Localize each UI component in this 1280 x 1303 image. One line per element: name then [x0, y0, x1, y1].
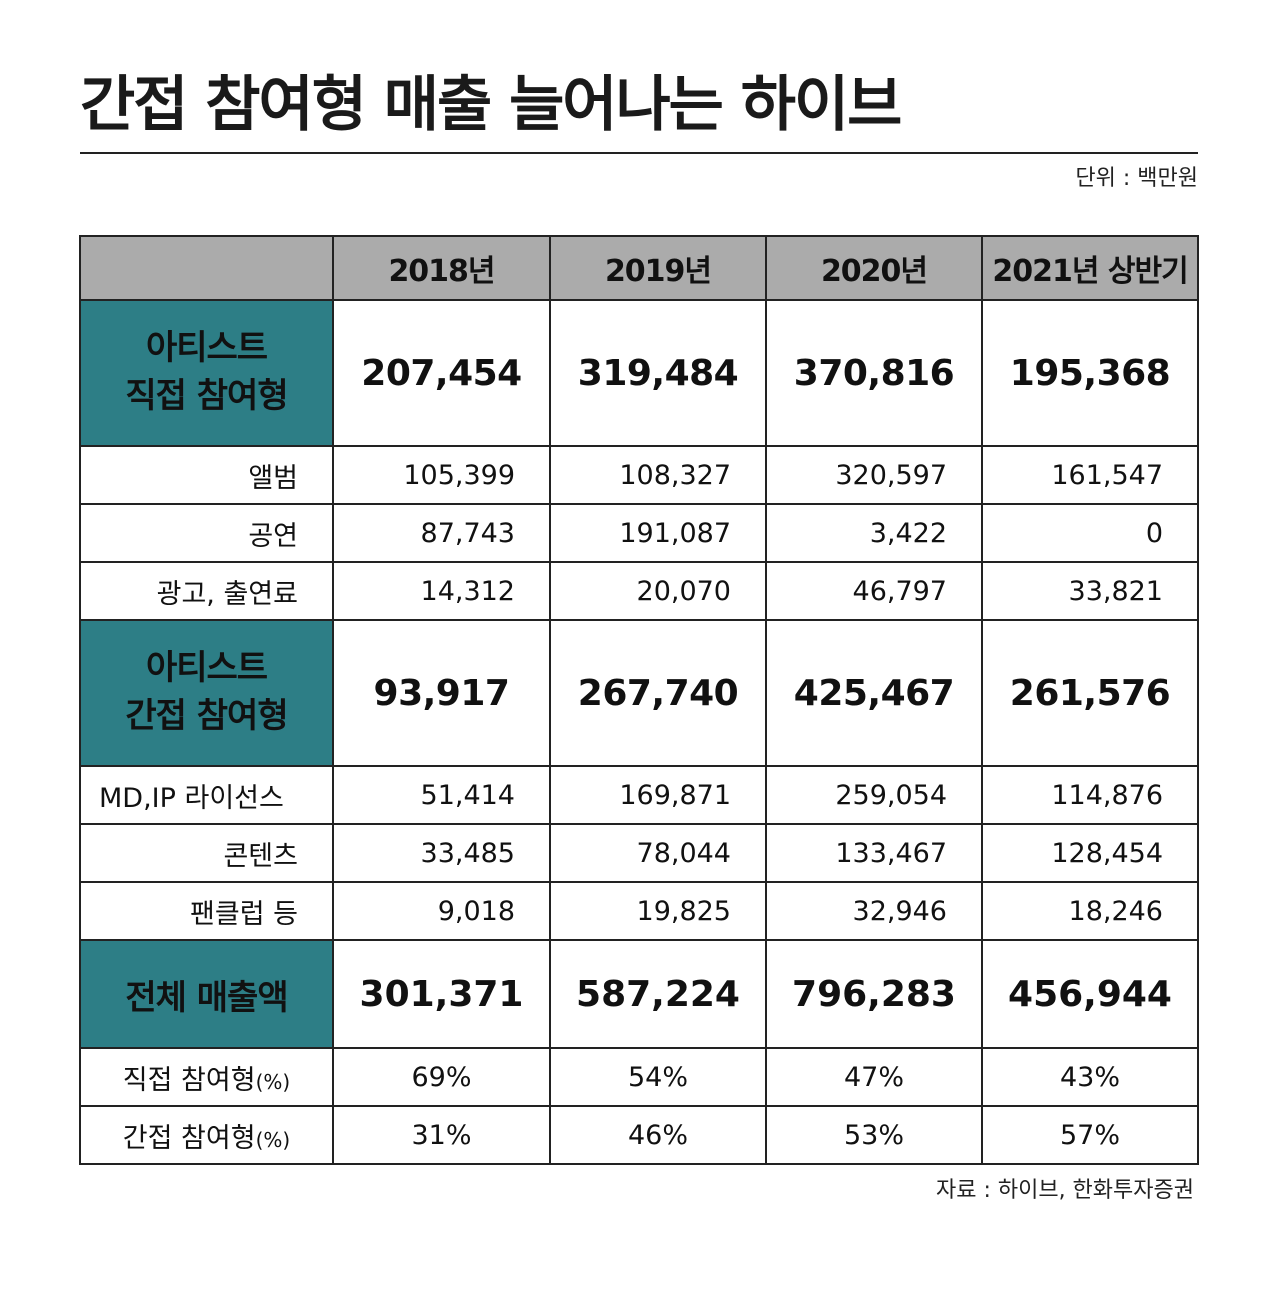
table-cell: 14,312: [332, 561, 551, 621]
row-label: 광고, 출연료: [79, 561, 334, 621]
table-row: MD,IP 라이선스 51,414 169,871 259,054 114,87…: [79, 765, 1199, 825]
table-cell: 207,454: [332, 299, 551, 447]
category-label: 전체 매출액: [79, 939, 334, 1049]
row-label: 콘텐츠: [79, 823, 334, 883]
direct-total-row: 아티스트 직접 참여형 207,454 319,484 370,816 195,…: [79, 299, 1199, 447]
table-cell: 319,484: [549, 299, 767, 447]
table-cell: 33,485: [332, 823, 551, 883]
table-cell: 33,821: [981, 561, 1199, 621]
table-cell: 796,283: [765, 939, 983, 1049]
table-row: 콘텐츠 33,485 78,044 133,467 128,454: [79, 823, 1199, 883]
table-cell: 54%: [549, 1047, 767, 1107]
row-label: 앨범: [79, 445, 334, 505]
column-header: 2018년: [332, 235, 551, 301]
table-cell: 3,422: [765, 503, 983, 563]
table-row: 직접 참여형(%) 69% 54% 47% 43%: [79, 1047, 1199, 1107]
table-cell: 57%: [981, 1105, 1199, 1165]
header-corner-cell: [79, 235, 334, 301]
row-label-text: 직접 참여형: [122, 1064, 256, 1096]
row-label-text: 간접 참여형: [122, 1122, 256, 1154]
table-cell: 31%: [332, 1105, 551, 1165]
category-label-line: 직접 참여형: [125, 376, 288, 416]
table-cell: 114,876: [981, 765, 1199, 825]
table-cell: 169,871: [549, 765, 767, 825]
column-header: 2021년 상반기: [981, 235, 1199, 301]
category-label-line: 아티스트: [145, 328, 268, 369]
table-cell: 105,399: [332, 445, 551, 505]
table-cell: 69%: [332, 1047, 551, 1107]
table-cell: 108,327: [549, 445, 767, 505]
table-cell: 47%: [765, 1047, 983, 1107]
table-row: 광고, 출연료 14,312 20,070 46,797 33,821: [79, 561, 1199, 621]
table-cell: 267,740: [549, 619, 767, 767]
row-label: MD,IP 라이선스: [79, 765, 334, 825]
revenue-table: 2018년 2019년 2020년 2021년 상반기 아티스트 직접 참여형 …: [79, 235, 1199, 1165]
table-cell: 43%: [981, 1047, 1199, 1107]
category-label-line: 아티스트: [145, 648, 268, 689]
column-header: 2019년: [549, 235, 767, 301]
table-cell: 128,454: [981, 823, 1199, 883]
unit-note: 단위 : 백만원: [1075, 166, 1198, 191]
table-cell: 9,018: [332, 881, 551, 941]
row-label: 간접 참여형(%): [79, 1105, 334, 1165]
table-row: 앨범 105,399 108,327 320,597 161,547: [79, 445, 1199, 505]
row-label: 직접 참여형(%): [79, 1047, 334, 1107]
row-label: 팬클럽 등: [79, 881, 334, 941]
header-row: 2018년 2019년 2020년 2021년 상반기: [79, 235, 1199, 301]
table-cell: 78,044: [549, 823, 767, 883]
table-cell: 133,467: [765, 823, 983, 883]
table-cell: 259,054: [765, 765, 983, 825]
table-cell: 320,597: [765, 445, 983, 505]
table-cell: 20,070: [549, 561, 767, 621]
percent-suffix: (%): [255, 1127, 291, 1152]
percent-suffix: (%): [255, 1069, 291, 1094]
table-cell: 32,946: [765, 881, 983, 941]
category-label-line: 간접 참여형: [125, 696, 288, 736]
table-cell: 425,467: [765, 619, 983, 767]
table-cell: 191,087: [549, 503, 767, 563]
table-row: 공연 87,743 191,087 3,422 0: [79, 503, 1199, 563]
category-label: 아티스트 직접 참여형: [79, 299, 334, 447]
table-cell: 46%: [549, 1105, 767, 1165]
total-revenue-row: 전체 매출액 301,371 587,224 796,283 456,944: [79, 939, 1199, 1049]
column-header: 2020년: [765, 235, 983, 301]
category-label: 아티스트 간접 참여형: [79, 619, 334, 767]
table-cell: 18,246: [981, 881, 1199, 941]
table-cell: 301,371: [332, 939, 551, 1049]
table-cell: 19,825: [549, 881, 767, 941]
title-divider: [80, 152, 1198, 154]
table-cell: 456,944: [981, 939, 1199, 1049]
table-cell: 51,414: [332, 765, 551, 825]
table-cell: 53%: [765, 1105, 983, 1165]
indirect-total-row: 아티스트 간접 참여형 93,917 267,740 425,467 261,5…: [79, 619, 1199, 767]
page-title: 간접 참여형 매출 늘어나는 하이브: [80, 70, 902, 140]
table-cell: 87,743: [332, 503, 551, 563]
table-cell: 195,368: [981, 299, 1199, 447]
table-cell: 370,816: [765, 299, 983, 447]
table-cell: 261,576: [981, 619, 1199, 767]
row-label: 공연: [79, 503, 334, 563]
table-row: 팬클럽 등 9,018 19,825 32,946 18,246: [79, 881, 1199, 941]
table-cell: 161,547: [981, 445, 1199, 505]
table-cell: 46,797: [765, 561, 983, 621]
table-cell: 0: [981, 503, 1199, 563]
table-row: 간접 참여형(%) 31% 46% 53% 57%: [79, 1105, 1199, 1165]
table-cell: 93,917: [332, 619, 551, 767]
source-note: 자료 : 하이브, 한화투자증권: [935, 1178, 1194, 1203]
table-cell: 587,224: [549, 939, 767, 1049]
